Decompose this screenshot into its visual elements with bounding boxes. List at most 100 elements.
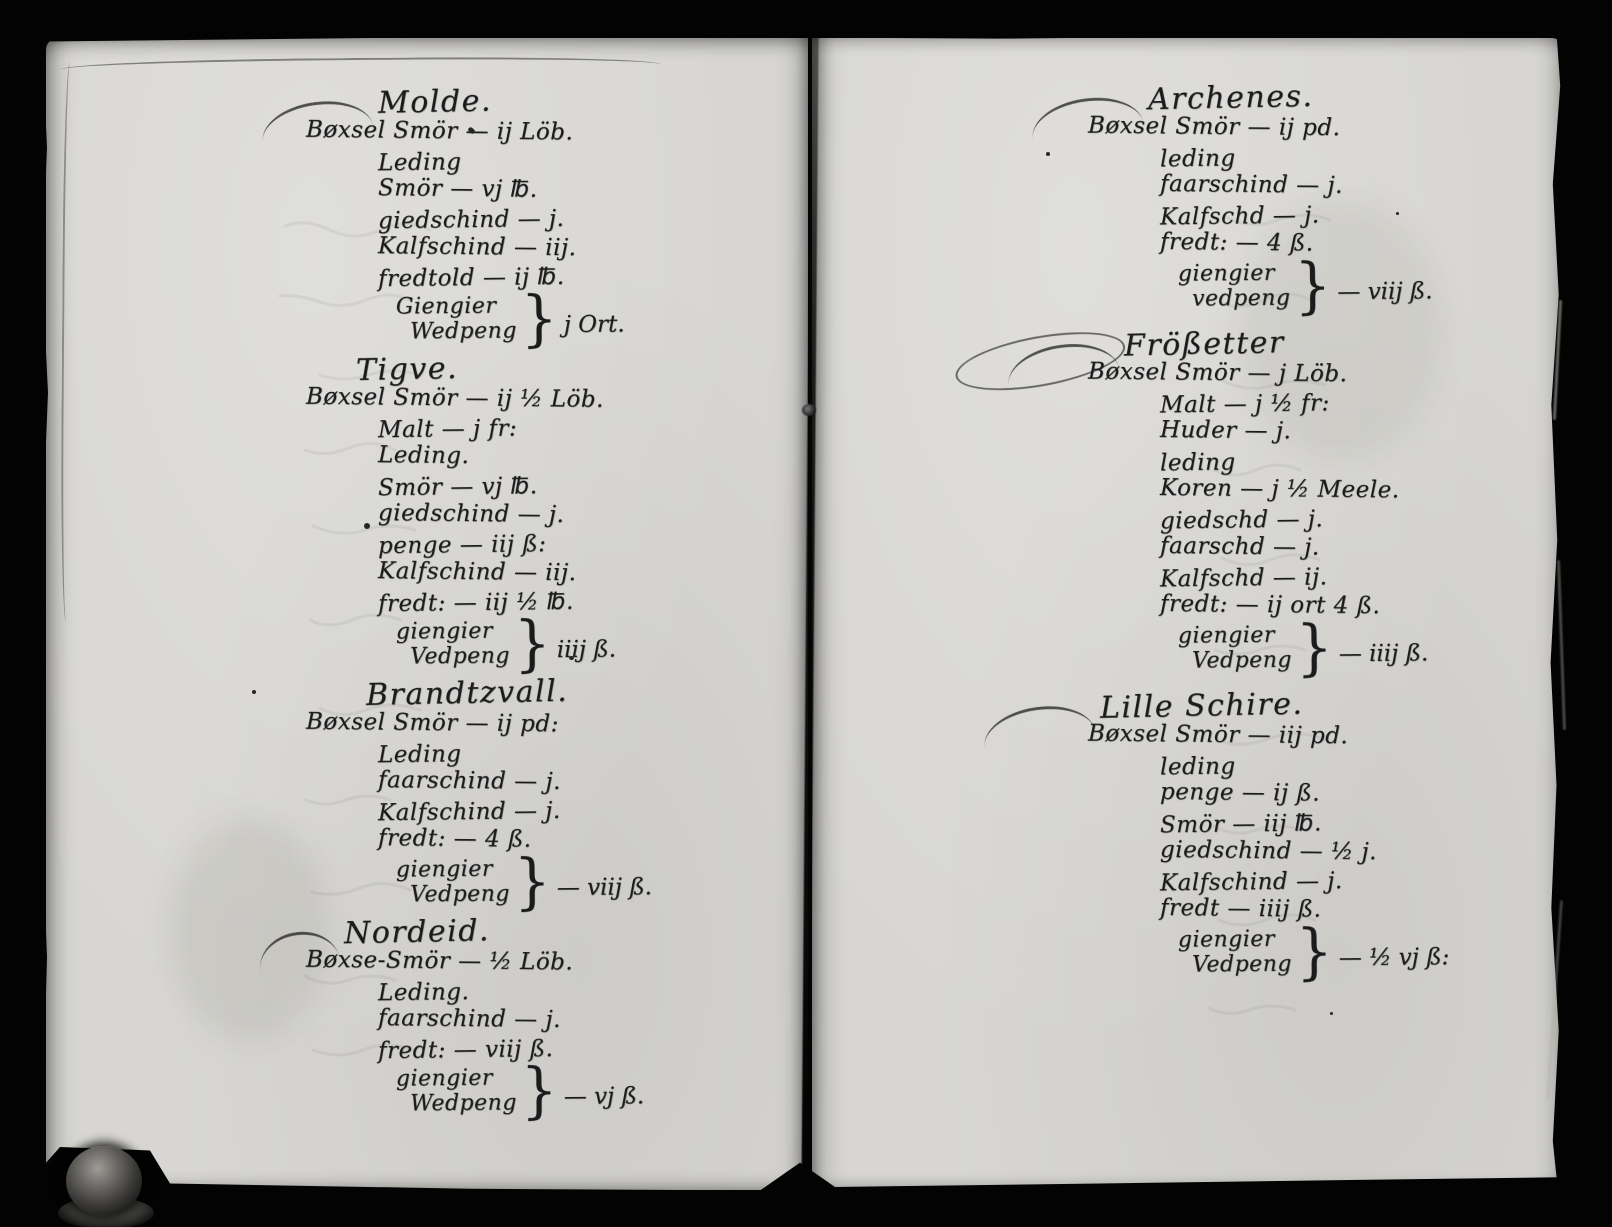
record-line: giedschind — j. bbox=[377, 205, 565, 235]
brace-value: — viij ß. bbox=[556, 874, 653, 902]
ink-speck bbox=[1330, 1012, 1333, 1015]
record-line: Bøxsel Smör — ij pd: bbox=[305, 708, 559, 738]
page-left bbox=[46, 38, 808, 1190]
brace-value: — vj ß. bbox=[563, 1083, 645, 1111]
section-archenes: Archenes. Bøxsel Smör — ij pd. leding faars… bbox=[1082, 79, 1552, 322]
record-line: Kalfschd — j. bbox=[1159, 202, 1320, 231]
photo-background-top bbox=[0, 0, 1612, 42]
left-page-text-column: Molde. Bøxsel Smör — ij Löb. Leding Smör — … bbox=[300, 83, 740, 1126]
record-line: penge — ij ß. bbox=[1159, 778, 1321, 807]
record-line: fredt: — iij ½ ℔. bbox=[377, 588, 574, 618]
brace-value: — iiij ß. bbox=[1338, 640, 1429, 668]
brace-group: giengier Vedpeng} iiij ß. bbox=[395, 607, 740, 679]
brace-label-bottom: Wedpeng bbox=[410, 318, 518, 345]
brace-group: giengier Vedpeng} — ½ vj ß: bbox=[1178, 916, 1552, 988]
record-line: Smör — vj ℔. bbox=[377, 175, 538, 203]
record-line: Bøxsel Smör — ij pd. bbox=[1087, 112, 1341, 142]
brace-label-top: giengier bbox=[1177, 926, 1275, 953]
record-line: fredt: — 4 ß. bbox=[377, 825, 532, 853]
section-nordeid: Nordeid. Bøxse-Smör — ½ Löb. Leding. faarsc… bbox=[300, 913, 740, 1126]
brace-icon: } bbox=[513, 607, 552, 680]
gutter-knot bbox=[802, 404, 816, 416]
record-line: Malt — j ½ fr: bbox=[1159, 390, 1330, 419]
brace-labels: giengier vedpeng bbox=[1178, 261, 1291, 312]
brace-group: Giengier Wedpeng} j Ort. bbox=[395, 282, 740, 354]
record-line: faarschind — j. bbox=[377, 767, 562, 796]
section-lilleschire: Lille Schire. Bøxsel Smör — iij pd. leding… bbox=[1082, 686, 1552, 988]
section-molde: Molde. Bøxsel Smör — ij Löb. Leding Smör — … bbox=[300, 83, 740, 354]
page-stack-edge-left bbox=[60, 61, 76, 623]
ink-speck bbox=[364, 523, 370, 529]
record-line: penge — iij ß: bbox=[377, 531, 547, 560]
brace-label-top: giengier bbox=[1177, 260, 1275, 287]
record-line: giedschind — ½ j. bbox=[1159, 836, 1378, 866]
brace-group: giengier Vedpeng} — viij ß. bbox=[396, 845, 740, 917]
record-line: Kalfschind — j. bbox=[377, 797, 561, 827]
record-line: Kalfschind — iij. bbox=[377, 233, 577, 262]
record-line: faarschind — j. bbox=[377, 1005, 562, 1034]
brace-label-bottom: Wedpeng bbox=[410, 1090, 518, 1117]
record-line: Leding. bbox=[377, 979, 470, 1007]
ink-speck bbox=[1046, 152, 1050, 156]
brace-icon: } bbox=[520, 1054, 558, 1127]
record-line: fredt: — ij ort 4 ß. bbox=[1159, 590, 1381, 620]
ink-bleedthrough-right bbox=[1207, 213, 1332, 1015]
paper-stain bbox=[170, 820, 330, 1040]
record-line: Huder — j. bbox=[1159, 416, 1292, 445]
brace-labels: giengier Wedpeng bbox=[395, 1065, 518, 1117]
record-line: giedschind — j. bbox=[377, 500, 565, 529]
record-line: Kalfschd — ij. bbox=[1159, 564, 1328, 593]
brace-label-bottom: vedpeng bbox=[1192, 285, 1291, 312]
brace-labels: giengier Vedpeng bbox=[1178, 623, 1292, 674]
brace-label-top: giengier bbox=[395, 1065, 493, 1092]
record-line: Malt — j fr: bbox=[377, 415, 518, 444]
section-heading-tigve: Tigve. bbox=[355, 350, 459, 389]
clamp-knob-dome bbox=[66, 1146, 142, 1216]
brace-label-top: Giengier bbox=[395, 293, 497, 320]
brace-group: giengier Wedpeng} — vj ß. bbox=[395, 1054, 740, 1126]
record-line: Bøxsel Smör — j Löb. bbox=[1087, 358, 1348, 388]
brace-value: — viij ß. bbox=[1337, 278, 1433, 306]
record-line: Bøxse-Smör — ½ Löb. bbox=[305, 946, 574, 976]
brace-labels: giengier Vedpeng bbox=[396, 857, 510, 908]
brace-label-bottom: Vedpeng bbox=[410, 881, 511, 908]
brace-group: giengier vedpeng} — viij ß. bbox=[1178, 250, 1552, 322]
brace-label-top: giengier bbox=[1177, 622, 1275, 649]
brace-labels: giengier Vedpeng bbox=[1178, 927, 1292, 978]
brace-labels: Giengier Wedpeng bbox=[395, 293, 518, 345]
right-page-text-column: Archenes. Bøxsel Smör — ij pd. leding faars… bbox=[1082, 79, 1552, 992]
section-heading-brandtzvall: Brandtzvall. bbox=[365, 673, 569, 713]
record-line: Smör — iij ℔. bbox=[1159, 810, 1322, 839]
section-brandtzvall: Brandtzvall. Bøxsel Smör — ij pd: Leding fa… bbox=[300, 674, 740, 917]
brace-label-bottom: Vedpeng bbox=[410, 643, 511, 670]
brace-icon: } bbox=[1294, 249, 1332, 322]
section-frossetter: Frößetter Bøxsel Smör — j Löb. Malt — j ½ … bbox=[1082, 325, 1552, 684]
record-line: Kalfschind — iij. bbox=[377, 558, 577, 587]
brace-label-top: giengier bbox=[395, 618, 493, 645]
brace-icon: } bbox=[520, 282, 558, 355]
brace-group: giengier Vedpeng} — iiij ß. bbox=[1178, 612, 1552, 684]
ink-bleedthrough-left bbox=[278, 221, 432, 1057]
record-line: Leding. bbox=[377, 442, 470, 470]
brace-value: iiij ß. bbox=[556, 636, 617, 664]
record-line: Leding bbox=[377, 149, 462, 177]
record-line: Kalfschind — j. bbox=[1159, 868, 1343, 897]
brace-value: j Ort. bbox=[563, 311, 625, 339]
record-line: fredtold — ij ℔. bbox=[377, 263, 565, 293]
record-line: Bøxsel Smör — ij ½ Löb. bbox=[305, 383, 605, 413]
record-line: faarschd — j. bbox=[1159, 532, 1320, 561]
record-line: Leding bbox=[377, 741, 462, 769]
brace-label-bottom: Vedpeng bbox=[1192, 951, 1293, 978]
record-line: giedschd — j. bbox=[1159, 506, 1324, 535]
record-line: leding bbox=[1159, 145, 1236, 173]
brace-icon: } bbox=[1295, 611, 1334, 684]
section-heading-molde: Molde. bbox=[378, 80, 741, 122]
section-tigve: Tigve. Bøxsel Smör — ij ½ Löb. Malt — j fr… bbox=[300, 351, 740, 679]
record-line: Bøxsel Smör — iij pd. bbox=[1087, 720, 1349, 750]
record-line: fredt — iiij ß. bbox=[1159, 894, 1322, 923]
brace-label-top: giengier bbox=[395, 856, 493, 883]
record-line: fredt: — viij ß. bbox=[377, 1036, 554, 1065]
brace-label-bottom: Vedpeng bbox=[1192, 647, 1293, 674]
record-line: leding bbox=[1159, 449, 1236, 477]
